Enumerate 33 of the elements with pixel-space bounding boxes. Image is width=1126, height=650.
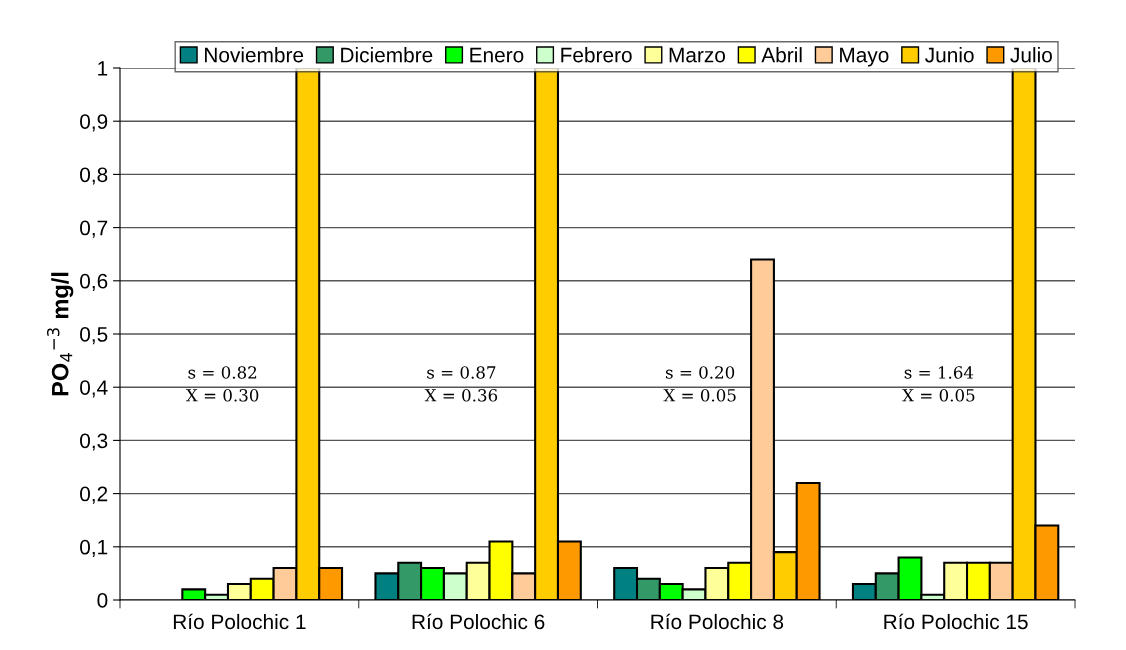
annotation: X = 0.36: [424, 389, 498, 402]
y-tick-label: 0: [97, 593, 108, 608]
y-tick-label: 0,1: [80, 539, 108, 558]
legend-label: Abril: [761, 47, 802, 63]
y-tick-label: 1: [98, 61, 108, 76]
legend-label: Enero: [470, 47, 524, 63]
legend-label: Mayo: [840, 47, 889, 67]
legend-label: Julio: [1010, 47, 1052, 63]
x-tick-label: Río Polochic 15: [884, 613, 1028, 630]
y-tick-label: 0,3: [80, 433, 108, 451]
y-tick-label: 0,7: [80, 220, 108, 238]
annotation: s = 0.82: [188, 366, 257, 379]
annotation: s = 0.87: [427, 366, 496, 379]
y-tick-label: 0,6: [80, 273, 108, 292]
y-tick-label: 0,4: [80, 380, 108, 398]
annotation: s = 0.20: [665, 366, 735, 379]
y-axis-title: PO$_{4}$$^{−3}$ mg/l: [47, 272, 74, 396]
legend-label: Diciembre: [341, 47, 433, 63]
annotation: X = 0.05: [902, 389, 975, 402]
x-tick-label: Río Polochic 8: [651, 613, 784, 630]
annotation: X = 0.05: [663, 389, 736, 402]
legend-label: Noviembre: [205, 47, 304, 63]
x-tick-label: Río Polochic 6: [412, 613, 545, 630]
y-tick-label: 0,5: [80, 327, 108, 345]
y-tick-label: 0,2: [80, 486, 108, 504]
x-tick-label: Río Polochic 1: [173, 613, 306, 630]
annotation: X = 0.30: [185, 389, 259, 402]
annotation: s = 1.64: [904, 366, 974, 379]
y-tick-label: 0,9: [80, 114, 108, 132]
y-tick-label: 0,8: [80, 167, 108, 185]
legend-label: Marzo: [669, 47, 725, 63]
legend-label: Junio: [925, 47, 974, 63]
legend-label: Febrero: [561, 47, 632, 63]
